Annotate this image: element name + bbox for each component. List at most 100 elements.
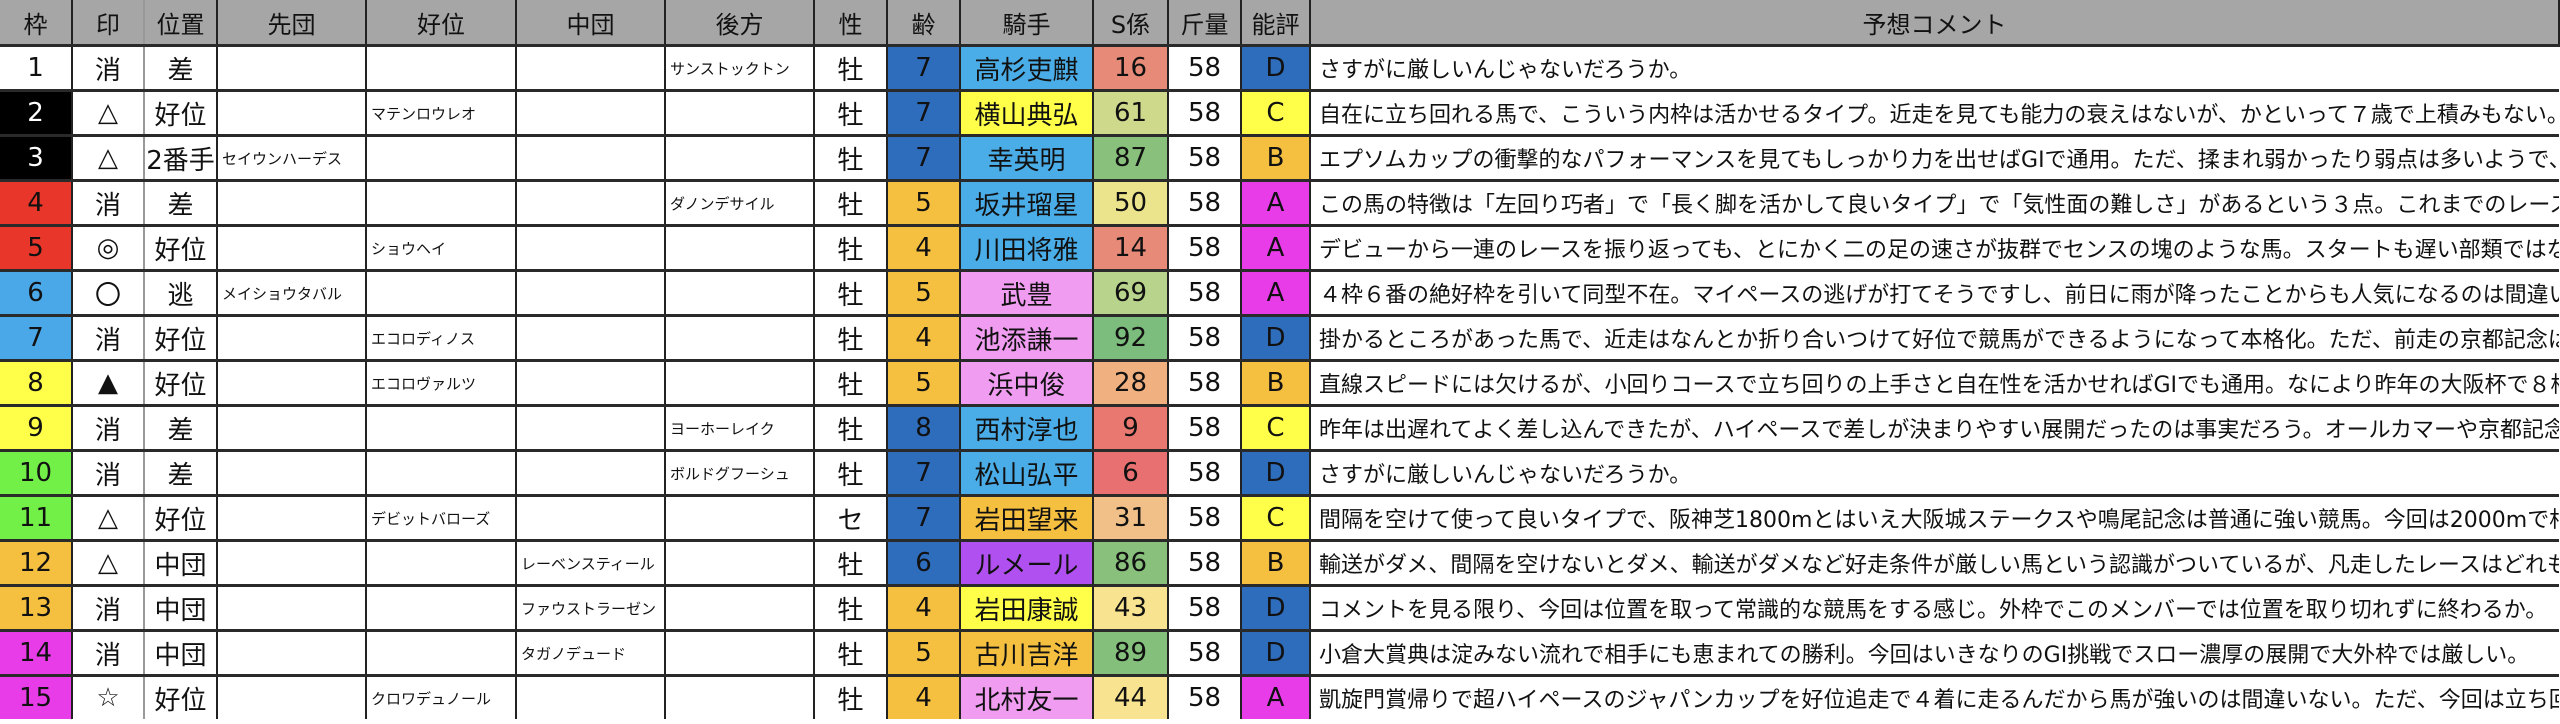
kohou-cell[interactable]: ダノンデサイル [665, 179, 815, 226]
table-row[interactable]: 9 消差ヨーホーレイク牡 8 西村淳也 9 58 C 昨年は出遅れてよく差し込んできたが、ハイ… [0, 404, 2559, 451]
header-koui[interactable]: 好位 [366, 0, 517, 47]
position-cell[interactable]: 好位 [144, 494, 218, 541]
mark-cell[interactable]: 消 [72, 44, 145, 91]
chudan-cell[interactable] [516, 674, 666, 719]
kohou-cell[interactable] [665, 629, 815, 676]
jockey-cell[interactable]: 西村淳也 [960, 404, 1094, 451]
koui-cell[interactable] [366, 629, 517, 676]
waku-cell[interactable]: 7 [0, 314, 73, 361]
kohou-cell[interactable] [665, 359, 815, 406]
chudan-cell[interactable] [516, 314, 666, 361]
waku-cell[interactable]: 6 [0, 269, 73, 316]
jockey-cell[interactable]: 横山典弘 [960, 89, 1094, 136]
position-cell[interactable]: 差 [144, 404, 218, 451]
s-rating-cell[interactable]: 44 [1093, 674, 1169, 719]
sendan-cell[interactable] [217, 494, 367, 541]
s-rating-cell[interactable]: 16 [1093, 44, 1169, 91]
position-cell[interactable]: 逃 [144, 269, 218, 316]
sex-cell[interactable]: 牡 [814, 314, 888, 361]
sex-cell[interactable]: 牡 [814, 674, 888, 719]
table-row[interactable]: 15 ☆ 好位 クロワデュノール 牡 4 北村友一 44 58 A 凱旋門賞帰りで超ハイペースのジャ… [0, 674, 2559, 719]
koui-cell[interactable] [366, 134, 517, 181]
s-rating-cell[interactable]: 43 [1093, 584, 1169, 631]
age-cell[interactable]: 7 [887, 449, 961, 496]
sendan-cell[interactable] [217, 179, 367, 226]
kohou-cell[interactable] [665, 89, 815, 136]
jockey-cell[interactable]: 坂井瑠星 [960, 179, 1094, 226]
table-row[interactable]: 3 △ 2番手 セイウンハーデス 牡 7 幸英明 87 58 B エプソムカップの衝撃的なパフォーマ… [0, 134, 2559, 181]
comment-cell[interactable]: さすがに厳しいんじゃないだろうか。 [1310, 44, 2559, 91]
kohou-cell[interactable]: サンストックトン [665, 44, 815, 91]
position-cell[interactable]: 差 [144, 449, 218, 496]
s-rating-cell[interactable]: 14 [1093, 224, 1169, 271]
kohou-cell[interactable] [665, 539, 815, 586]
jockey-cell[interactable]: 武豊 [960, 269, 1094, 316]
weight-cell[interactable]: 58 [1168, 179, 1242, 226]
waku-cell[interactable]: 12 [0, 539, 73, 586]
kohou-cell[interactable]: ヨーホーレイク [665, 404, 815, 451]
koui-cell[interactable] [366, 584, 517, 631]
age-cell[interactable]: 7 [887, 89, 961, 136]
position-cell[interactable]: 好位 [144, 89, 218, 136]
ability-cell[interactable]: D [1241, 584, 1311, 631]
kohou-cell[interactable] [665, 494, 815, 541]
koui-cell[interactable]: マテンロウレオ [366, 89, 517, 136]
comment-cell[interactable]: エプソムカップの衝撃的なパフォーマンスを見てもしっかり力を出せばGIで通用。ただ… [1310, 134, 2559, 181]
s-rating-cell[interactable]: 87 [1093, 134, 1169, 181]
position-cell[interactable]: 差 [144, 44, 218, 91]
comment-cell[interactable]: デビューから一連のレースを振り返っても、とにかく二の足の速さが抜群でセンスの塊の… [1310, 224, 2559, 271]
header-ability[interactable]: 能評 [1241, 0, 1311, 47]
chudan-cell[interactable] [516, 89, 666, 136]
comment-cell[interactable]: 輸送がダメ、間隔を空けないとダメ、輸送がダメなど好走条件が厳しい馬という認識がつ… [1310, 539, 2559, 586]
header-position[interactable]: 位置 [144, 0, 218, 47]
sendan-cell[interactable] [217, 44, 367, 91]
s-rating-cell[interactable]: 9 [1093, 404, 1169, 451]
s-rating-cell[interactable]: 69 [1093, 269, 1169, 316]
waku-cell[interactable]: 1 [0, 44, 73, 91]
kohou-cell[interactable] [665, 224, 815, 271]
ability-cell[interactable]: A [1241, 179, 1311, 226]
chudan-cell[interactable] [516, 449, 666, 496]
sex-cell[interactable]: 牡 [814, 224, 888, 271]
table-row[interactable]: 5 ◎ 好位 ショウヘイ 牡 4 川田将雅 14 58 A デビューから一連のレースを振り返っても、… [0, 224, 2559, 271]
kohou-cell[interactable] [665, 584, 815, 631]
weight-cell[interactable]: 58 [1168, 314, 1242, 361]
chudan-cell[interactable] [516, 494, 666, 541]
mark-cell[interactable]: 消 [72, 314, 145, 361]
mark-cell[interactable]: ◎ [72, 224, 145, 271]
table-row[interactable]: 6 〇逃メイショウタバル 牡 5 武豊 69 58 A ４枠６番の絶好枠を引いて同型不在。マイペ… [0, 269, 2559, 316]
ability-cell[interactable]: A [1241, 269, 1311, 316]
ability-cell[interactable]: D [1241, 314, 1311, 361]
weight-cell[interactable]: 58 [1168, 449, 1242, 496]
waku-cell[interactable]: 11 [0, 494, 73, 541]
comment-cell[interactable]: この馬の特徴は「左回り巧者」で「長く脚を活かして良いタイプ」で「気性面の難しさ」… [1310, 179, 2559, 226]
jockey-cell[interactable]: 浜中俊 [960, 359, 1094, 406]
ability-cell[interactable]: D [1241, 629, 1311, 676]
koui-cell[interactable]: エコロディノス [366, 314, 517, 361]
table-row[interactable]: 10 消差 ボルドグフーシュ牡 7 松山弘平 6 58 D さすがに厳しいんじゃないだろうか。 [0, 449, 2559, 496]
weight-cell[interactable]: 58 [1168, 584, 1242, 631]
chudan-cell[interactable] [516, 224, 666, 271]
sendan-cell[interactable] [217, 584, 367, 631]
mark-cell[interactable]: △ [72, 89, 145, 136]
comment-cell[interactable]: 間隔を空けて使って良いタイプで、阪神芝1800mとはいえ大阪城ステークスや鳴尾記… [1310, 494, 2559, 541]
comment-cell[interactable]: 凱旋門賞帰りで超ハイペースのジャパンカップを好位追走で４着に走るんだから馬が強い… [1310, 674, 2559, 719]
weight-cell[interactable]: 58 [1168, 629, 1242, 676]
ability-cell[interactable]: C [1241, 494, 1311, 541]
sex-cell[interactable]: 牡 [814, 89, 888, 136]
header-sendan[interactable]: 先団 [217, 0, 367, 47]
koui-cell[interactable] [366, 44, 517, 91]
sex-cell[interactable]: 牡 [814, 44, 888, 91]
mark-cell[interactable]: △ [72, 539, 145, 586]
s-rating-cell[interactable]: 6 [1093, 449, 1169, 496]
header-chudan[interactable]: 中団 [516, 0, 666, 47]
sendan-cell[interactable] [217, 404, 367, 451]
koui-cell[interactable] [366, 269, 517, 316]
age-cell[interactable]: 4 [887, 224, 961, 271]
weight-cell[interactable]: 58 [1168, 539, 1242, 586]
koui-cell[interactable]: デビットバローズ [366, 494, 517, 541]
chudan-cell[interactable] [516, 179, 666, 226]
weight-cell[interactable]: 58 [1168, 494, 1242, 541]
sendan-cell[interactable]: メイショウタバル [217, 269, 367, 316]
waku-cell[interactable]: 10 [0, 449, 73, 496]
